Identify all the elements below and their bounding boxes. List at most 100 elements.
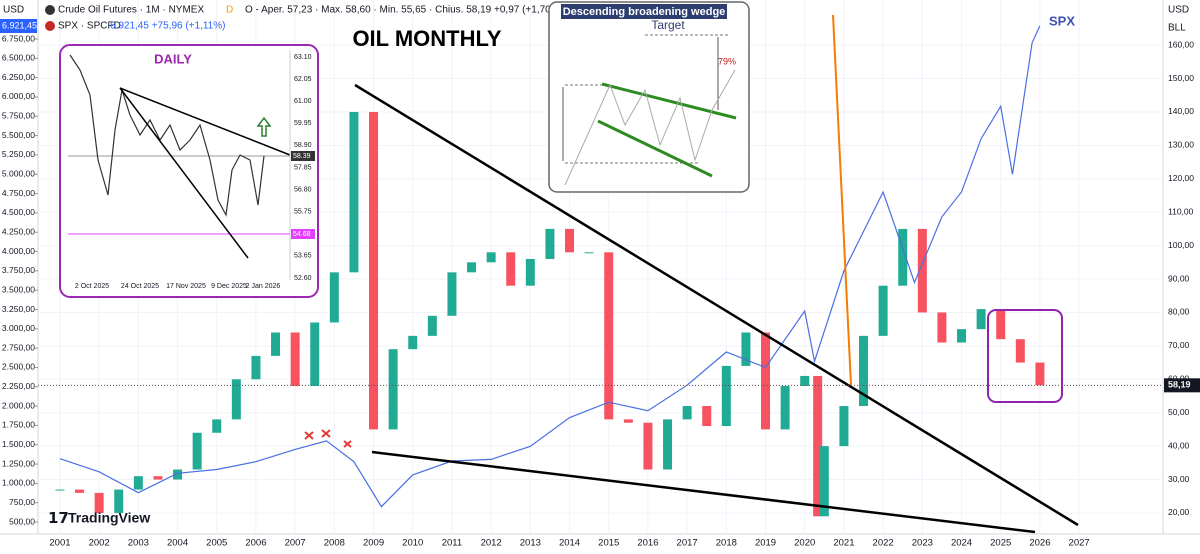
candle [623, 419, 633, 423]
inset-y-label: 58.90 [294, 142, 312, 149]
candle [545, 228, 555, 259]
inset-y-label: 61.00 [294, 98, 312, 105]
candle [349, 111, 359, 273]
x-tick-label: 2023 [912, 538, 933, 549]
y-tick-label: 6.000,00 [2, 91, 35, 101]
candle [721, 365, 731, 427]
y-tick-label: 3.000,00 [2, 323, 35, 333]
candle [427, 315, 437, 336]
candle [878, 285, 888, 336]
inset-daily: DAILY 63.10 62.05 61.00 59.95 58.90 57.85 56.8… [59, 44, 319, 298]
x-tick-label: 2003 [128, 538, 149, 549]
candle [976, 309, 986, 330]
inset-x-label: 2 Oct 2025 [75, 283, 109, 290]
candle [663, 419, 673, 470]
candle [486, 252, 496, 263]
inset-pattern: Descending broadening wedge Target 79% [548, 1, 750, 193]
y-tick-label: 6.500,00 [2, 53, 35, 63]
candle [565, 228, 575, 253]
brand-logo: 𝟭𝟳 [48, 510, 69, 527]
x-tick-label: 2005 [206, 538, 227, 549]
y-tick-label: 1.000,00 [2, 478, 35, 488]
y2-tick-label: 140,00 [1168, 106, 1194, 116]
y-tick-label: 5.250,00 [2, 149, 35, 159]
y-tick-label: 2.500,00 [2, 362, 35, 372]
candle [310, 322, 320, 386]
inset-y-label: 53.65 [294, 253, 312, 260]
breakout-line [832, 14, 852, 386]
candle [271, 332, 281, 356]
y-tick-label: 1.750,00 [2, 420, 35, 430]
y-tick-label: 750,00 [9, 497, 35, 507]
candle [388, 349, 398, 430]
x-tick-label: 2020 [794, 538, 815, 549]
title-bar [561, 4, 727, 19]
candle [917, 228, 927, 313]
spx-quote: 6.921,45 +75,96 (+1,11%) [110, 21, 225, 32]
level-label: 54.68 [293, 231, 311, 238]
candle [741, 332, 751, 366]
price-badge [291, 151, 315, 161]
candle [369, 111, 379, 430]
highlight-box [987, 309, 1063, 403]
inset-y-label: 52.60 [294, 275, 312, 282]
ohlc: O - Aper. 57,23 · Max. 58,60 · Min. 55,6… [245, 5, 563, 16]
y2-tick-label: 30,00 [1168, 474, 1190, 484]
x-tick-label: 2021 [833, 538, 854, 549]
x-tick-label: 2009 [363, 538, 384, 549]
y2-tick-label: 100,00 [1168, 240, 1194, 250]
y-tick-label: 4.000,00 [2, 246, 35, 256]
trendline [119, 87, 291, 156]
arrow [256, 116, 272, 137]
y-tick-label: 2.750,00 [2, 342, 35, 352]
y-tick-label: 1.500,00 [2, 439, 35, 449]
chart-title: OIL MONTHLY [352, 26, 501, 51]
inset-y-label: 57.85 [294, 164, 312, 171]
candle [996, 309, 1006, 340]
candle [192, 432, 202, 470]
trendline [354, 83, 1079, 527]
y2-tick-label: 120,00 [1168, 173, 1194, 183]
icon [45, 21, 55, 31]
y-tick-label: 6.250,00 [2, 72, 35, 82]
x-tick-label: 2004 [167, 538, 188, 549]
candle [133, 476, 143, 490]
candle [819, 446, 829, 517]
candle [584, 252, 594, 254]
candle [859, 335, 869, 407]
candle [447, 272, 457, 316]
candle [780, 385, 790, 430]
line-series [59, 25, 1041, 508]
candle [506, 252, 516, 286]
y-tick-label: 5.500,00 [2, 130, 35, 140]
y-tick-label: 3.750,00 [2, 265, 35, 275]
inset-y-label: 63.10 [294, 54, 312, 61]
candle [75, 489, 85, 493]
x-tick-label: 2019 [755, 538, 776, 549]
candle [408, 335, 418, 350]
candle [173, 469, 183, 480]
x-tick-label: 2010 [402, 538, 423, 549]
candle [212, 419, 222, 433]
icon [45, 5, 55, 15]
x-tick-label: 2001 [49, 538, 70, 549]
inset-frame [59, 44, 319, 298]
x-tick-label: 2014 [559, 538, 580, 549]
candle [937, 312, 947, 343]
x-tick-label: 2025 [990, 538, 1011, 549]
x-tick-label: 2008 [324, 538, 345, 549]
brand: TradingView [68, 510, 150, 526]
candle [251, 355, 261, 380]
y-tick-label: 5.750,00 [2, 111, 35, 121]
y-tick-label: 1.250,00 [2, 458, 35, 468]
y2-tick-label: 20,00 [1168, 507, 1190, 517]
y2-tick-label: 130,00 [1168, 140, 1194, 150]
x-tick-label: 2007 [285, 538, 306, 549]
y-tick-label: 4.750,00 [2, 188, 35, 198]
x-tick-label: 2022 [873, 538, 894, 549]
unit: BLL [1168, 23, 1186, 34]
y-tick-label: 2.250,00 [2, 381, 35, 391]
y2-tick-label: 110,00 [1168, 206, 1194, 216]
y-tick-label: 3.500,00 [2, 284, 35, 294]
